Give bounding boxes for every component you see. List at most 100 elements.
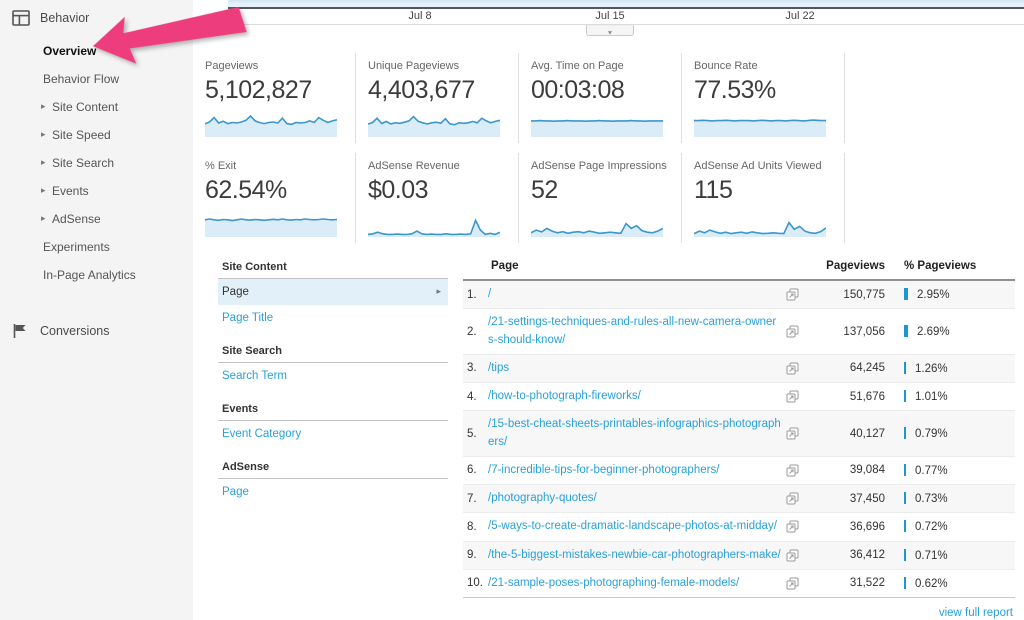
sidebar-item-site-speed[interactable]: ▸ Site Speed [0, 121, 193, 149]
page-link[interactable]: /the-5-biggest-mistakes-newbie-car-photo… [488, 548, 781, 561]
sidebar-section-behavior[interactable]: Behavior [0, 0, 193, 32]
sidebar-item-site-search[interactable]: ▸ Site Search [0, 149, 193, 177]
row-rank: 9. [467, 549, 477, 562]
metric-sparkline [368, 218, 500, 237]
sidebar-item-behavior-flow[interactable]: Behavior Flow [0, 65, 193, 93]
sidebar-item-experiments[interactable]: Experiments [0, 233, 193, 261]
open-page-icon[interactable] [786, 427, 799, 440]
pct-pageviews-cell: 2.95% [889, 280, 1015, 309]
pct-pageviews-cell: 1.26% [889, 354, 1015, 382]
picker-group-header-adsense: AdSense [218, 455, 448, 479]
picker-item-label[interactable]: Search Term [222, 370, 287, 382]
row-rank: 4. [467, 390, 477, 403]
picker-item-label[interactable]: Page [222, 486, 249, 498]
open-page-icon[interactable] [786, 288, 799, 301]
open-page-icon[interactable] [786, 362, 799, 375]
open-page-icon[interactable] [786, 520, 799, 533]
table-row: 4. /how-to-photograph-fireworks/51,676 1.0… [463, 383, 1015, 411]
pct-bar [904, 390, 906, 403]
expand-arrow-icon: ▸ [41, 101, 46, 111]
timeline-expander-button[interactable]: ▼ [586, 25, 634, 36]
scorecard-row: Pageviews 5,102,827 Unique Pageviews 4,403,… [205, 53, 857, 143]
pct-bar [904, 361, 906, 374]
scorecard-avg-time-on-page[interactable]: Avg. Time on Page 00:03:08 [531, 53, 682, 143]
scorecards: Pageviews 5,102,827 Unique Pageviews 4,403,… [205, 53, 857, 253]
scorecard-bounce-rate[interactable]: Bounce Rate 77.53% [694, 53, 845, 143]
sidebar-item-in-page-analytics[interactable]: In-Page Analytics [0, 261, 193, 289]
sidebar-item-overview[interactable]: Overview [0, 37, 193, 65]
picker-item-events-event-category[interactable]: Event Category [218, 421, 448, 447]
page-link[interactable]: /5-ways-to-create-dramatic-landscape-pho… [488, 520, 777, 533]
open-page-icon[interactable] [786, 325, 799, 338]
metric-value: $0.03 [368, 176, 429, 204]
pageviews-value: 36,696 [849, 520, 885, 533]
page-link[interactable]: /how-to-photograph-fireworks/ [488, 390, 641, 402]
pct-bar [904, 463, 906, 476]
picker-item-site-search-search-term[interactable]: Search Term [218, 363, 448, 389]
open-page-icon[interactable] [786, 549, 799, 562]
scorecard-adsense-ad-units-viewed[interactable]: AdSense Ad Units Viewed 115 [694, 153, 845, 243]
table-row: 3. /tips 64,245 1.26% [463, 354, 1015, 383]
picker-item-label[interactable]: Page Title [222, 312, 274, 324]
pct-value: 0.79% [915, 428, 948, 440]
scorecard-pageviews[interactable]: Pageviews 5,102,827 [205, 53, 356, 143]
page-link[interactable]: /21-settings-techniques-and-rules-all-ne… [488, 316, 777, 346]
page-cell: 10. /21-sample-poses-photographing-female… [463, 569, 803, 597]
pct-pageviews-cell: 0.72% [889, 513, 1015, 541]
pct-pageviews-cell: 1.01% [889, 383, 1015, 411]
pageviews-value: 36,412 [849, 549, 885, 562]
scorecard-unique-pageviews[interactable]: Unique Pageviews 4,403,677 [368, 53, 519, 143]
column-header-pageviews[interactable]: Pageviews [803, 255, 889, 281]
chevron-right-icon: ▸ [436, 286, 441, 296]
metric-value: 52 [531, 176, 558, 204]
open-page-icon[interactable] [786, 577, 799, 590]
pageviews-value: 150,775 [843, 288, 885, 301]
picker-item-label[interactable]: Page [222, 286, 249, 298]
open-page-icon[interactable] [786, 492, 799, 505]
report-section: Site Content Page ▸ Page Title Site Search Se… [218, 255, 1015, 619]
sidebar-item-site-content[interactable]: ▸ Site Content [0, 93, 193, 121]
pct-value: 1.01% [915, 391, 948, 404]
page-link[interactable]: /7-incredible-tips-for-beginner-photogra… [488, 463, 720, 476]
pct-value: 1.26% [915, 362, 948, 375]
picker-item-site-content-page[interactable]: Page ▸ [218, 279, 448, 305]
metric-sparkline [205, 218, 337, 237]
scorecard-adsense-page-impressions[interactable]: AdSense Page Impressions 52 [531, 153, 682, 243]
row-rank: 10. [467, 577, 483, 590]
metric-value: 00:03:08 [531, 76, 625, 104]
page-link[interactable]: / [488, 288, 492, 300]
view-full-report-link[interactable]: view full report [938, 607, 1013, 619]
column-header-page[interactable]: Page [463, 255, 803, 281]
picker-item-site-content-page-title[interactable]: Page Title [218, 305, 448, 331]
page-link[interactable]: /tips [488, 361, 510, 374]
pct-value: 0.73% [915, 493, 948, 506]
picker-group-header-events: Events [218, 397, 448, 421]
scorecard-adsense-revenue[interactable]: AdSense Revenue $0.03 [368, 153, 519, 243]
scorecard-exit[interactable]: % Exit 62.54% [205, 153, 356, 243]
sidebar-item-events[interactable]: ▸ Events [0, 177, 193, 205]
page-link[interactable]: /15-best-cheat-sheets-printables-infogra… [488, 418, 781, 448]
pageviews-value: 51,676 [849, 390, 885, 403]
sidebar-section-conversions[interactable]: Conversions [0, 313, 193, 345]
timeline-chart-strip [228, 0, 1024, 9]
table-row: 5. /15-best-cheat-sheets-printables-infog… [463, 410, 1015, 457]
page-cell: 7. /photography-quotes/ [463, 485, 803, 513]
page-link[interactable]: /photography-quotes/ [488, 492, 597, 504]
sidebar-item-adsense[interactable]: ▸ AdSense [0, 205, 193, 233]
row-rank: 7. [467, 492, 477, 505]
metric-sparkline [531, 119, 663, 137]
page-link[interactable]: /21-sample-poses-photographing-female-mo… [488, 576, 740, 589]
pct-pageviews-cell: 0.73% [889, 485, 1015, 513]
open-page-icon[interactable] [786, 464, 799, 477]
picker-item-adsense-page[interactable]: Page [218, 479, 448, 505]
metric-value: 62.54% [205, 176, 287, 204]
pct-value: 0.71% [915, 549, 948, 562]
pct-bar [904, 548, 906, 561]
sidebar-item-label: Site Content [52, 100, 119, 114]
page-cell: 3. /tips [463, 354, 803, 382]
open-page-icon[interactable] [786, 390, 799, 403]
picker-item-label[interactable]: Event Category [222, 428, 302, 440]
page-cell: 5. /15-best-cheat-sheets-printables-infog… [463, 411, 803, 457]
column-header-pageviews[interactable]: % Pageviews [889, 255, 1015, 281]
pct-pageviews-cell: 0.71% [889, 541, 1015, 569]
